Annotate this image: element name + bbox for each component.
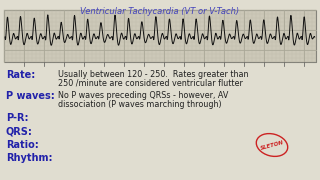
Text: Ventricular Tachycardia (VT or V-Tach): Ventricular Tachycardia (VT or V-Tach) — [80, 7, 240, 16]
Text: QRS:: QRS: — [6, 127, 33, 137]
Text: P waves:: P waves: — [6, 91, 55, 101]
Text: SLETON: SLETON — [260, 140, 284, 150]
Text: 250 /minute are considered ventricular flutter: 250 /minute are considered ventricular f… — [58, 79, 243, 88]
Text: Rhythm:: Rhythm: — [6, 153, 52, 163]
Text: P-R:: P-R: — [6, 113, 28, 123]
Text: Usually between 120 - 250.  Rates greater than: Usually between 120 - 250. Rates greater… — [58, 70, 249, 79]
Text: dissociation (P waves marching through): dissociation (P waves marching through) — [58, 100, 222, 109]
Text: Rate:: Rate: — [6, 70, 35, 80]
Text: No P waves preceding QRSs - however, AV: No P waves preceding QRSs - however, AV — [58, 91, 228, 100]
Bar — [4, 10, 316, 62]
Text: Ratio:: Ratio: — [6, 140, 39, 150]
